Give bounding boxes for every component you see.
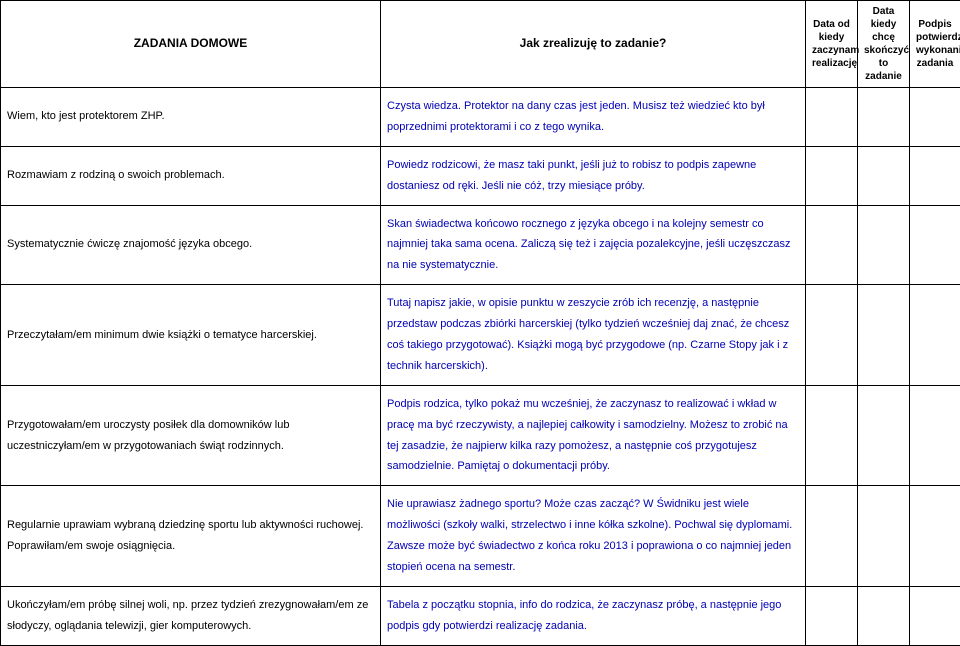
table-row: Przygotowałam/em uroczysty posiłek dla d… bbox=[1, 385, 960, 486]
task-cell: Regularnie uprawiam wybraną dziedzinę sp… bbox=[1, 486, 381, 587]
task-cell: Rozmawiam z rodziną o swoich problemach. bbox=[1, 146, 381, 205]
how-cell: Tutaj napisz jakie, w opisie punktu w ze… bbox=[381, 285, 806, 386]
signature-cell bbox=[910, 205, 960, 285]
signature-cell bbox=[910, 486, 960, 587]
how-cell: Podpis rodzica, tylko pokaż mu wcześniej… bbox=[381, 385, 806, 486]
table-row: Ukończyłam/em próbę silnej woli, np. prz… bbox=[1, 586, 960, 645]
table-body: Wiem, kto jest protektorem ZHP. Czysta w… bbox=[1, 88, 960, 646]
how-cell: Powiedz rodzicowi, że masz taki punkt, j… bbox=[381, 146, 806, 205]
tasks-table: ZADANIA DOMOWE Jak zrealizuję to zadanie… bbox=[0, 0, 960, 646]
signature-cell bbox=[910, 385, 960, 486]
task-cell: Ukończyłam/em próbę silnej woli, np. prz… bbox=[1, 586, 381, 645]
how-cell: Skan świadectwa końcowo rocznego z język… bbox=[381, 205, 806, 285]
header-how: Jak zrealizuję to zadanie? bbox=[381, 1, 806, 88]
end-date-cell bbox=[858, 385, 910, 486]
how-cell: Nie uprawiasz żadnego sportu? Może czas … bbox=[381, 486, 806, 587]
start-date-cell bbox=[806, 88, 858, 147]
document-page: ZADANIA DOMOWE Jak zrealizuję to zadanie… bbox=[0, 0, 960, 646]
table-row: Systematycznie ćwiczę znajomość języka o… bbox=[1, 205, 960, 285]
end-date-cell bbox=[858, 586, 910, 645]
end-date-cell bbox=[858, 88, 910, 147]
table-row: Regularnie uprawiam wybraną dziedzinę sp… bbox=[1, 486, 960, 587]
end-date-cell bbox=[858, 146, 910, 205]
end-date-cell bbox=[858, 205, 910, 285]
how-cell: Czysta wiedza. Protektor na dany czas je… bbox=[381, 88, 806, 147]
task-cell: Systematycznie ćwiczę znajomość języka o… bbox=[1, 205, 381, 285]
start-date-cell bbox=[806, 586, 858, 645]
signature-cell bbox=[910, 586, 960, 645]
task-cell: Przygotowałam/em uroczysty posiłek dla d… bbox=[1, 385, 381, 486]
signature-cell bbox=[910, 146, 960, 205]
end-date-cell bbox=[858, 285, 910, 386]
header-tasks: ZADANIA DOMOWE bbox=[1, 1, 381, 88]
table-row: Rozmawiam z rodziną o swoich problemach.… bbox=[1, 146, 960, 205]
end-date-cell bbox=[858, 486, 910, 587]
start-date-cell bbox=[806, 285, 858, 386]
start-date-cell bbox=[806, 486, 858, 587]
table-row: Przeczytałam/em minimum dwie książki o t… bbox=[1, 285, 960, 386]
header-signature: Podpis potwierdzający wykonanie zadania bbox=[910, 1, 960, 88]
table-header: ZADANIA DOMOWE Jak zrealizuję to zadanie… bbox=[1, 1, 960, 88]
header-start-date: Data od kiedy zaczynam realizację bbox=[806, 1, 858, 88]
how-cell: Tabela z początku stopnia, info do rodzi… bbox=[381, 586, 806, 645]
signature-cell bbox=[910, 285, 960, 386]
start-date-cell bbox=[806, 205, 858, 285]
start-date-cell bbox=[806, 146, 858, 205]
header-end-date: Data kiedy chcę skończyć to zadanie bbox=[858, 1, 910, 88]
task-cell: Wiem, kto jest protektorem ZHP. bbox=[1, 88, 381, 147]
task-cell: Przeczytałam/em minimum dwie książki o t… bbox=[1, 285, 381, 386]
signature-cell bbox=[910, 88, 960, 147]
table-row: Wiem, kto jest protektorem ZHP. Czysta w… bbox=[1, 88, 960, 147]
start-date-cell bbox=[806, 385, 858, 486]
